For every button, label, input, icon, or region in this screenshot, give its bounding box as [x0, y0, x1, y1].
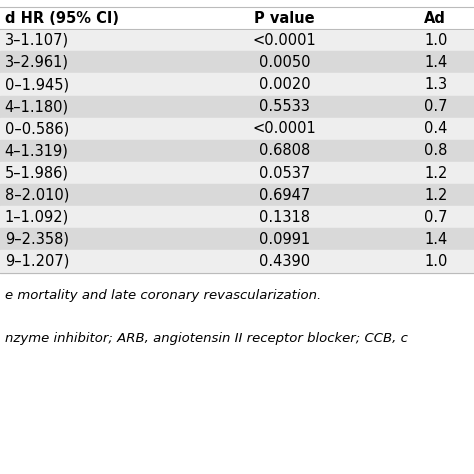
Bar [0, 51, 474, 73]
Bar [0, 96, 474, 118]
Text: 0.6947: 0.6947 [259, 188, 310, 202]
Text: 1.2: 1.2 [424, 188, 447, 202]
Text: 9–2.358): 9–2.358) [5, 232, 69, 247]
Bar [0, 118, 474, 140]
Text: <0.0001: <0.0001 [253, 33, 316, 48]
Text: 8–2.010): 8–2.010) [5, 188, 69, 202]
Bar [0, 7, 474, 29]
Text: <0.0001: <0.0001 [253, 121, 316, 136]
Text: 4–1.319): 4–1.319) [5, 144, 69, 158]
Text: 0.5533: 0.5533 [259, 99, 310, 114]
Text: 0.7: 0.7 [424, 99, 448, 114]
Text: 4–1.180): 4–1.180) [5, 99, 69, 114]
Text: Ad: Ad [424, 11, 446, 26]
Text: 0.4390: 0.4390 [259, 254, 310, 269]
Text: 0–1.945): 0–1.945) [5, 77, 69, 92]
Text: 0.0050: 0.0050 [259, 55, 310, 70]
Text: 9–1.207): 9–1.207) [5, 254, 69, 269]
Text: 1–1.092): 1–1.092) [5, 210, 69, 225]
Text: 1.3: 1.3 [424, 77, 447, 92]
Bar [0, 29, 474, 51]
Text: P value: P value [254, 11, 315, 26]
Bar [0, 250, 474, 273]
Text: 1.4: 1.4 [424, 232, 447, 247]
Text: d HR (95% CI): d HR (95% CI) [5, 11, 119, 26]
Text: 1.4: 1.4 [424, 55, 447, 70]
Text: 0.0020: 0.0020 [259, 77, 310, 92]
Text: 0.4: 0.4 [424, 121, 447, 136]
Text: 0–0.586): 0–0.586) [5, 121, 69, 136]
Text: 0.8: 0.8 [424, 144, 447, 158]
Bar [0, 228, 474, 250]
Text: 5–1.986): 5–1.986) [5, 165, 69, 181]
Bar [0, 206, 474, 228]
Bar [0, 73, 474, 96]
Text: 3–2.961): 3–2.961) [5, 55, 69, 70]
Text: 0.1318: 0.1318 [259, 210, 310, 225]
Text: 0.6808: 0.6808 [259, 144, 310, 158]
Text: 1.0: 1.0 [424, 254, 447, 269]
Text: 1.0: 1.0 [424, 33, 447, 48]
Bar [0, 140, 474, 162]
Text: 0.0537: 0.0537 [259, 165, 310, 181]
Text: 0.7: 0.7 [424, 210, 448, 225]
Text: e mortality and late coronary revascularization.: e mortality and late coronary revascular… [5, 289, 321, 302]
Text: nzyme inhibitor; ARB, angiotensin II receptor blocker; CCB, c: nzyme inhibitor; ARB, angiotensin II rec… [5, 332, 408, 345]
Text: 1.2: 1.2 [424, 165, 447, 181]
Text: 3–1.107): 3–1.107) [5, 33, 69, 48]
Bar [0, 162, 474, 184]
Bar [0, 184, 474, 206]
Text: 0.0991: 0.0991 [259, 232, 310, 247]
